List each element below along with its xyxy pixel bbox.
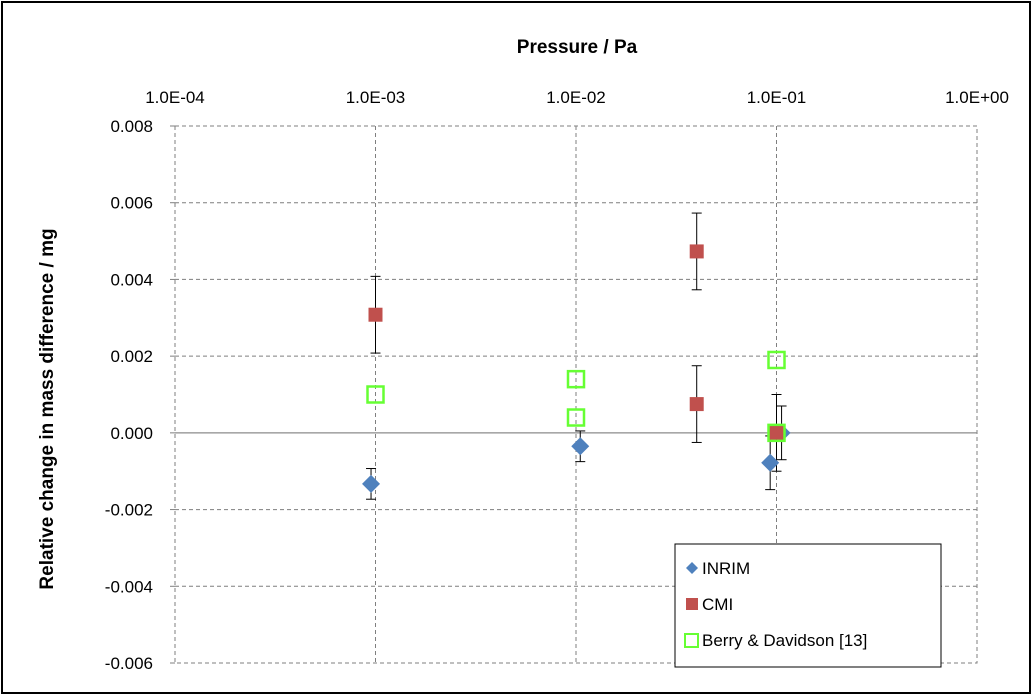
point-berry-davidson-13 — [767, 423, 786, 443]
y-tick-label: -0.004 — [105, 577, 153, 596]
point-inrim — [362, 474, 381, 493]
legend-marker-cmi — [686, 598, 698, 610]
point-berry-davidson-13 — [767, 350, 786, 370]
y-tick-label: 0.000 — [110, 424, 153, 443]
y-tick-label: 0.006 — [110, 194, 153, 213]
legend-label-cmi: CMI — [702, 595, 733, 614]
chart-title: Pressure / Pa — [517, 37, 638, 58]
y-tick-label: 0.008 — [110, 117, 153, 136]
x-tick-label: 1.0E+00 — [945, 88, 1009, 107]
y-tick-label: -0.006 — [105, 654, 153, 673]
point-berry-davidson-13 — [566, 369, 586, 389]
legend-marker-berry-davidson-13 — [684, 633, 699, 648]
point-inrim — [571, 437, 590, 456]
x-tick-label: 1.0E-03 — [346, 88, 406, 107]
point-berry-davidson-13 — [566, 408, 586, 427]
legend: INRIM CMI Berry & Davidson [13] — [674, 543, 942, 668]
point-inrim — [761, 453, 780, 472]
x-tick-label: 1.0E-04 — [145, 88, 205, 107]
legend-box — [674, 543, 942, 668]
y-tick-label: 0.002 — [110, 347, 153, 366]
data-markers — [362, 244, 791, 493]
point-cmi — [769, 425, 784, 440]
y-axis-title: Relative change in mass difference / mg — [37, 228, 58, 589]
tick-labels: 1.0E-04 1.0E-03 1.0E-02 1.0E-01 1.0E+00 0.008… — [105, 88, 1009, 673]
x-tick-label: 1.0E-02 — [546, 88, 606, 107]
x-tick-label: 1.0E-01 — [747, 88, 807, 107]
legend-marker-inrim — [686, 562, 698, 574]
point-cmi — [689, 397, 704, 412]
y-tick-label: 0.004 — [110, 270, 153, 289]
legend-label-inrim: INRIM — [702, 559, 750, 578]
point-cmi — [368, 307, 383, 322]
y-tick-label: -0.002 — [105, 501, 153, 520]
legend-items: INRIM CMI Berry & Davidson [13] — [684, 559, 867, 650]
point-cmi — [689, 244, 704, 259]
legend-label-berry-davidson-13: Berry & Davidson [13] — [702, 631, 867, 650]
axes — [170, 125, 977, 664]
point-berry-davidson-13 — [366, 385, 385, 404]
